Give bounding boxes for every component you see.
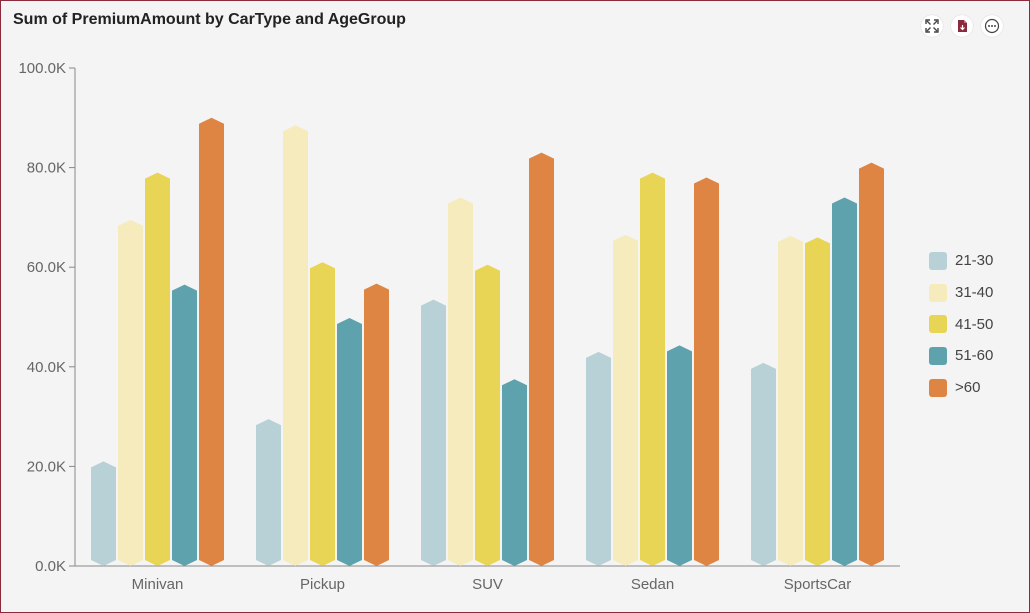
legend-swatch: [929, 315, 947, 334]
more-icon[interactable]: [981, 15, 1003, 37]
bar-suv-2130: [421, 299, 446, 566]
bar-pickup-3140: [283, 125, 308, 567]
x-tick-label: Minivan: [132, 576, 184, 593]
chart-title: Sum of PremiumAmount by CarType and AgeG…: [13, 11, 406, 28]
legend-label: 31-40: [955, 284, 994, 302]
legend-item[interactable]: 31-40: [929, 277, 993, 309]
bar-sedan-4150: [640, 172, 665, 566]
y-tick-label: 60.0K: [27, 259, 66, 276]
bar-minivan-4150: [145, 172, 170, 566]
bar-minivan-2130: [91, 461, 116, 566]
export-icon[interactable]: [951, 15, 973, 37]
bar-minivan-3140: [118, 219, 143, 566]
chart-legend: 21-30 31-40 41-50 51-60 >60: [929, 245, 993, 403]
y-tick-label: 40.0K: [27, 359, 66, 376]
bar-pickup-2130: [256, 419, 281, 566]
bar-sportscar-60: [859, 162, 884, 566]
bar-pickup-60: [364, 283, 389, 566]
legend-label: 51-60: [955, 347, 994, 365]
bar-sportscar-2130: [751, 362, 776, 566]
bar-sportscar-5160: [832, 197, 857, 567]
bar-sedan-60: [694, 177, 719, 566]
legend-swatch: [929, 251, 947, 270]
x-tick-label: Pickup: [300, 576, 345, 593]
legend-label: 21-30: [955, 252, 994, 270]
y-tick-label: 0.0K: [35, 558, 66, 575]
legend-item[interactable]: >60: [929, 372, 993, 404]
bar-suv-5160: [502, 379, 527, 566]
bar-minivan-60: [199, 117, 224, 567]
x-tick-label: Sedan: [631, 576, 674, 593]
legend-item[interactable]: 51-60: [929, 340, 993, 372]
x-tick-label: SUV: [472, 576, 503, 593]
legend-label: >60: [955, 379, 981, 397]
bar-minivan-5160: [172, 284, 197, 566]
legend-item[interactable]: 41-50: [929, 308, 993, 340]
bar-suv-60: [529, 152, 554, 566]
y-tick-label: 80.0K: [27, 160, 66, 177]
bar-pickup-5160: [337, 317, 362, 566]
bar-suv-4150: [475, 264, 500, 566]
bar-sedan-2130: [586, 351, 611, 566]
legend-label: 41-50: [955, 315, 994, 333]
bar-sedan-3140: [613, 234, 638, 566]
expand-icon[interactable]: [921, 15, 943, 37]
y-tick-label: 100.0K: [18, 60, 66, 77]
bar-sedan-5160: [667, 345, 692, 566]
legend-swatch: [929, 283, 947, 302]
y-tick-label: 20.0K: [27, 458, 66, 475]
legend-swatch: [929, 378, 947, 397]
bar-pickup-4150: [310, 262, 335, 566]
chart-toolbar: [921, 15, 1003, 37]
bar-sportscar-4150: [805, 237, 830, 566]
legend-item[interactable]: 21-30: [929, 245, 993, 277]
bar-sportscar-3140: [778, 235, 803, 567]
legend-swatch: [929, 346, 947, 365]
x-tick-label: SportsCar: [784, 576, 852, 593]
bar-suv-3140: [448, 197, 473, 567]
